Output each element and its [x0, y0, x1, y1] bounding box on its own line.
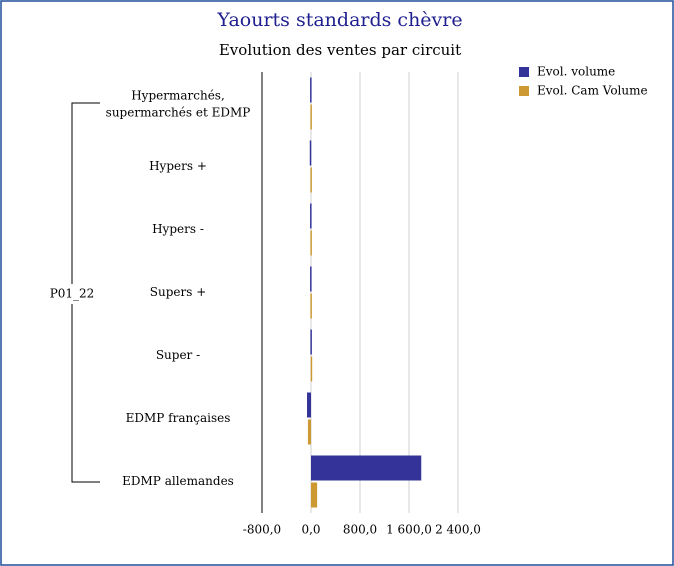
x-tick-label: 0,0 — [301, 523, 320, 537]
bar — [309, 140, 312, 166]
y-tick-label: Supers + — [150, 285, 207, 299]
bar — [311, 455, 422, 481]
y-tick-label: Hypers - — [152, 222, 204, 236]
x-tick-label: 2 400,0 — [435, 523, 481, 537]
legend-label: Evol. volume — [537, 65, 615, 79]
legend-label: Evol. Cam Volume — [537, 84, 648, 98]
bar — [310, 329, 312, 355]
y-tick-label: EDMP françaises — [126, 411, 231, 425]
group-bracket — [71, 102, 100, 483]
bar — [310, 167, 312, 193]
x-tick-label: 1 600,0 — [386, 523, 432, 537]
bar — [307, 419, 311, 445]
x-tick-label: -800,0 — [243, 523, 281, 537]
y-tick-label: Super - — [156, 348, 200, 362]
chart-subtitle: Evolution des ventes par circuit — [219, 41, 461, 59]
bar — [311, 482, 318, 508]
bar — [310, 77, 312, 103]
bar — [310, 293, 312, 319]
bar — [310, 266, 312, 292]
bar — [310, 104, 312, 130]
bar — [307, 392, 311, 418]
x-tick-label: 800,0 — [343, 523, 377, 537]
chart-title: Yaourts standards chèvre — [216, 9, 462, 31]
bar — [310, 203, 312, 229]
y-tick-label: Hypers + — [149, 159, 207, 173]
group-label: P01_22 — [50, 287, 95, 301]
y-tick-label: EDMP allemandes — [122, 474, 234, 488]
bar — [310, 356, 313, 382]
bar — [310, 230, 312, 256]
legend-swatch — [519, 86, 529, 96]
y-tick-label: Hypermarchés, supermarchés et EDMP — [106, 88, 251, 119]
legend-swatch — [519, 67, 529, 77]
